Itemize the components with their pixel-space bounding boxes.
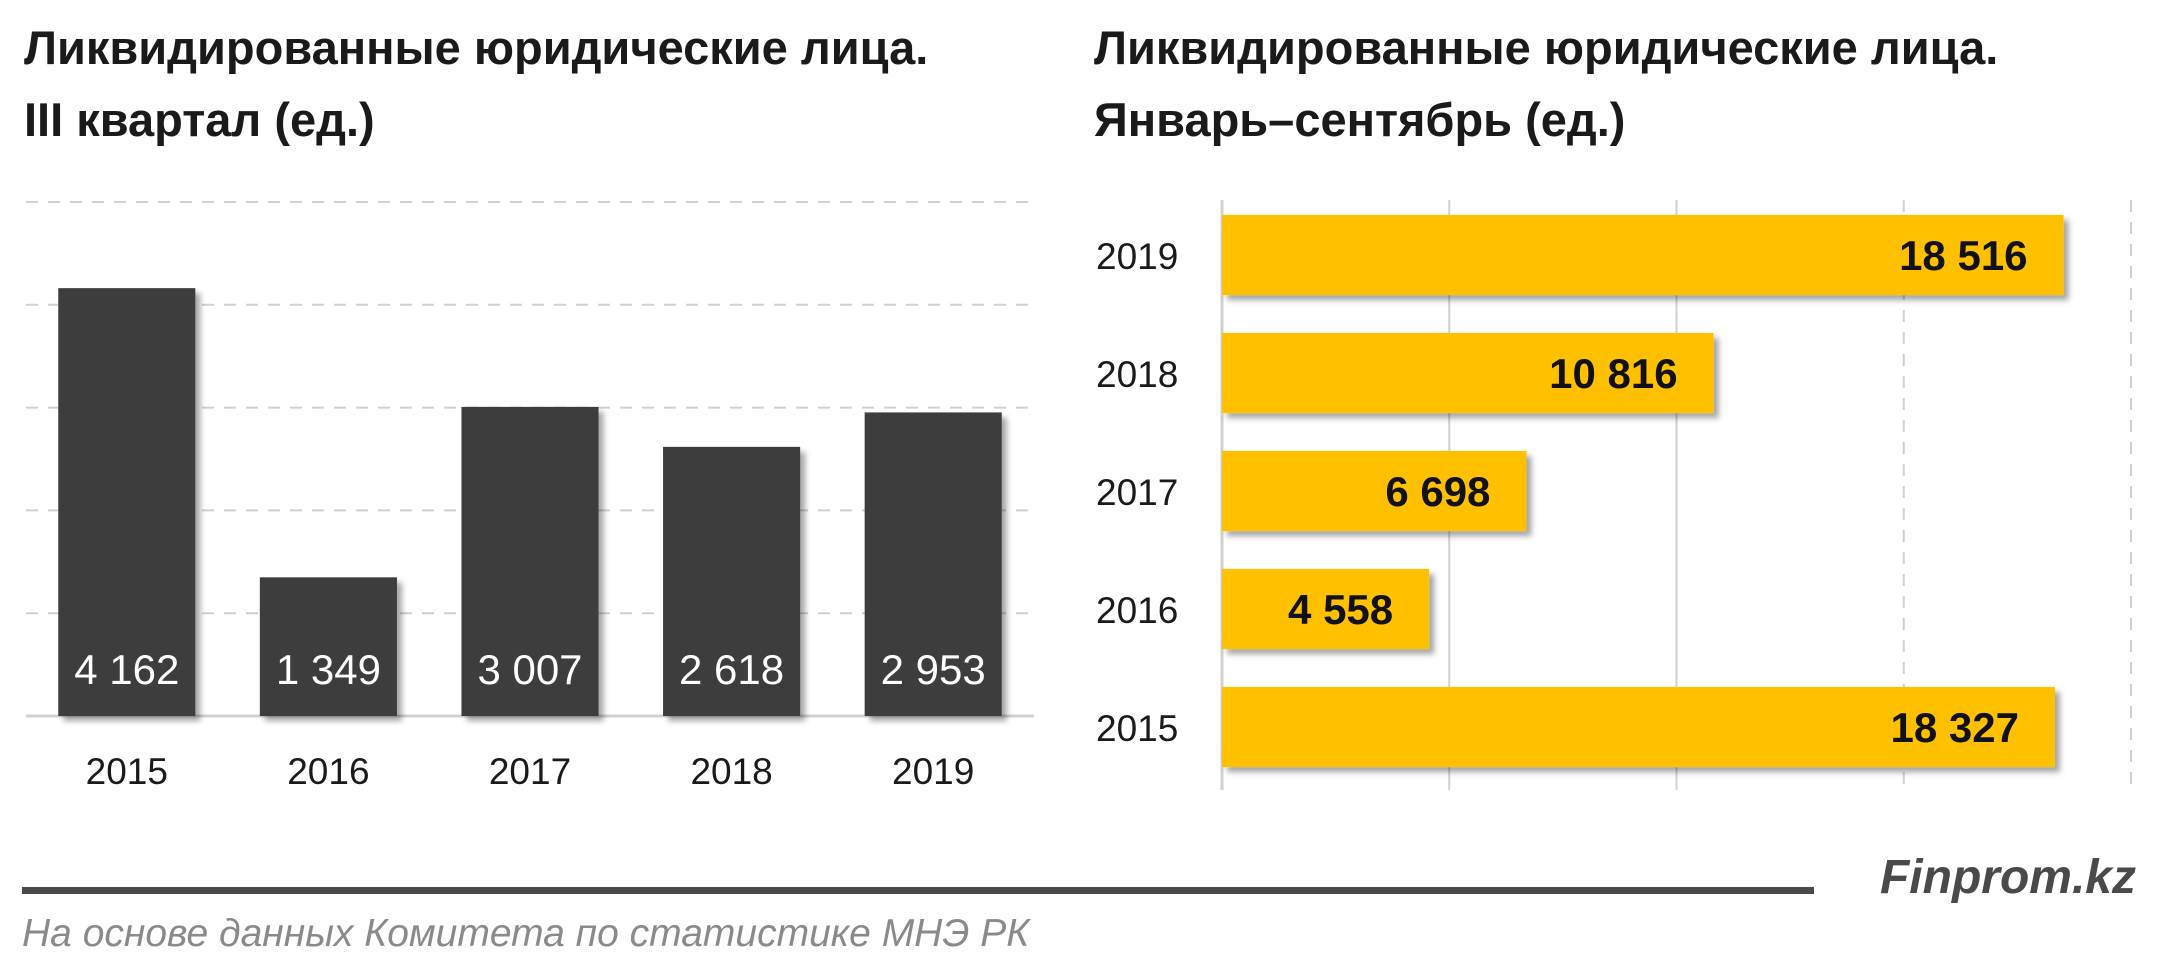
bar-value-label: 4 558 [1288, 586, 1393, 633]
right-chart-title: Ликвидированные юридические лица. Январь… [1094, 12, 2154, 156]
x-tick-label: 2018 [690, 751, 772, 792]
horizontal-bar [1222, 332, 1714, 414]
y-tick-label: 2016 [1096, 590, 1178, 631]
y-tick-label: 2015 [1096, 708, 1178, 749]
source-note: На основе данных Комитета по статистике … [22, 912, 1030, 955]
ytd-bar-chart: 18 516 10 816 6 698 4 558 18 327 2019 2018 201… [1096, 200, 2132, 790]
x-tick-label: 2016 [287, 751, 369, 792]
column-bar [864, 412, 1002, 716]
bar-value-label: 10 816 [1549, 350, 1677, 397]
column-bar [663, 446, 801, 716]
y-tick-label: 2017 [1096, 472, 1178, 513]
column-bar [461, 406, 599, 716]
column-value-label: 1 349 [276, 646, 381, 693]
bar-value-label: 6 698 [1385, 468, 1490, 515]
column-value-label: 3 007 [477, 646, 582, 693]
footer-divider [22, 887, 1814, 894]
right-chart-title-line1: Ликвидированные юридические лица. [1094, 21, 1999, 74]
x-tick-label: 2017 [489, 751, 571, 792]
x-tick-label: 2015 [86, 751, 168, 792]
horizontal-bar [1222, 214, 2064, 296]
y-tick-label: 2018 [1096, 354, 1178, 395]
horizontal-bar [1222, 686, 2055, 768]
column-bar [58, 288, 196, 716]
column-value-label: 2 953 [881, 646, 986, 693]
left-chart-title-line1: Ликвидированные юридические лица. [24, 21, 929, 74]
y-tick-label: 2019 [1096, 236, 1178, 277]
horizontal-bar [1222, 450, 1527, 532]
column-value-label: 2 618 [679, 646, 784, 693]
left-chart-title-line2: III квартал (ед.) [24, 93, 375, 146]
x-tick-label: 2019 [892, 751, 974, 792]
column-value-label: 4 162 [74, 646, 179, 693]
column-bar [259, 577, 397, 716]
right-chart-title-line2: Январь–сентябрь (ед.) [1094, 93, 1626, 146]
horizontal-bar [1222, 568, 1430, 650]
quarterly-column-chart: 4 162 1 349 3 007 2 618 2 953 2015 2016 2017 20… [26, 201, 1034, 792]
brand-logo-text: Finprom.kz [1879, 851, 2136, 904]
bar-value-label: 18 327 [1890, 704, 2018, 751]
bar-value-label: 18 516 [1899, 232, 2027, 279]
left-chart-title: Ликвидированные юридические лица. III кв… [24, 12, 1064, 156]
